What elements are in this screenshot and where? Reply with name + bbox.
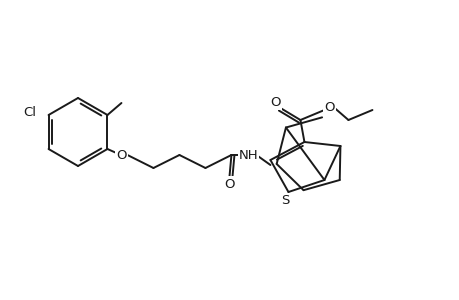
- Text: NH: NH: [238, 148, 257, 161]
- Text: O: O: [269, 95, 280, 109]
- Text: O: O: [116, 148, 126, 161]
- Text: O: O: [324, 100, 334, 113]
- Text: S: S: [280, 194, 289, 208]
- Text: Cl: Cl: [23, 106, 36, 118]
- Text: O: O: [224, 178, 234, 190]
